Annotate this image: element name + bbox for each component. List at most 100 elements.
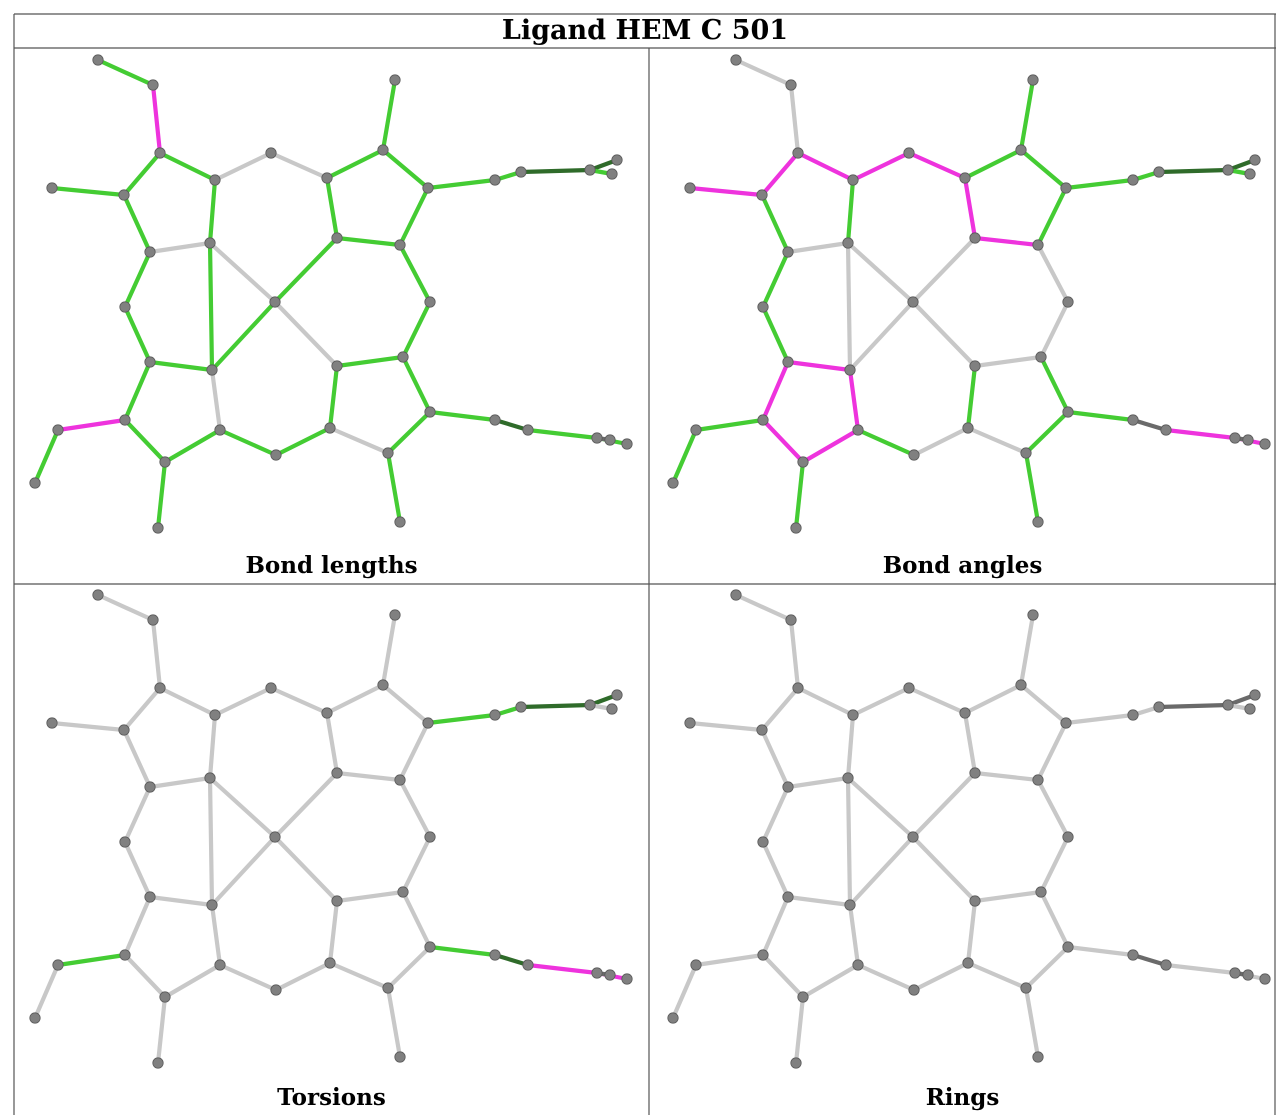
rings-atom	[785, 614, 797, 626]
rings-atom	[730, 589, 742, 601]
torsions-bond	[155, 994, 168, 1066]
bond-angles-atom	[959, 172, 971, 184]
bond-lengths-atom	[152, 522, 164, 534]
torsions-atom	[394, 1051, 406, 1063]
bond-lengths-atom	[606, 168, 618, 180]
rings-bond	[962, 682, 1024, 716]
bond-angles-bond	[972, 235, 1041, 248]
bond-angles-atom	[756, 189, 768, 201]
rings-bond	[1063, 712, 1136, 726]
rings-bond	[845, 775, 916, 840]
rings-atom	[852, 959, 864, 971]
rings-bond	[910, 770, 978, 840]
bond-angles-atom	[1259, 438, 1271, 450]
torsions-atom	[522, 959, 534, 971]
torsions-bond	[334, 889, 406, 904]
torsions-atom	[269, 831, 281, 843]
bond-lengths-bond	[162, 427, 223, 465]
bond-lengths-atom	[377, 144, 389, 156]
bond-lengths-bond	[122, 249, 153, 310]
torsions-bond	[400, 834, 433, 895]
torsions-bond	[207, 712, 218, 781]
bond-lengths-bond	[380, 77, 398, 153]
rings-bond	[785, 775, 851, 790]
rings-molecule-view	[667, 589, 1271, 1069]
rings-bond	[760, 952, 806, 1000]
bond-lengths-bond	[400, 299, 433, 360]
torsions-bond	[273, 960, 333, 993]
bond-angles-atom	[782, 356, 794, 368]
rings-atom	[1259, 973, 1271, 985]
torsions-atom	[144, 891, 156, 903]
bond-lengths-atom	[209, 174, 221, 186]
torsions-atom	[382, 982, 394, 994]
rings-atom	[1153, 701, 1165, 713]
torsions-atom	[52, 959, 64, 971]
torsions-bond	[380, 612, 398, 688]
bond-angles-bond	[1063, 177, 1136, 191]
bond-lengths-bond	[155, 459, 168, 531]
torsions-molecule-view	[29, 589, 633, 1069]
bond-lengths-bond	[121, 192, 153, 255]
rings-bond	[847, 902, 861, 968]
rings-bond	[845, 712, 856, 781]
torsions-atom	[46, 717, 58, 729]
bond-angles-atom	[790, 522, 802, 534]
bond-lengths-bond	[212, 150, 274, 183]
bond-lengths-atom	[489, 414, 501, 426]
bond-angles-bond	[1023, 409, 1071, 456]
torsions-bond	[272, 770, 340, 840]
torsions-bond	[122, 839, 153, 900]
rings-bond	[845, 775, 853, 908]
bond-lengths-atom	[331, 232, 343, 244]
rings-atom	[1062, 831, 1074, 843]
rings-bond	[1156, 702, 1231, 710]
torsions-bond	[207, 775, 215, 908]
torsions-bond	[212, 685, 274, 718]
bond-lengths-bond	[207, 177, 218, 246]
torsions-atom	[377, 679, 389, 691]
torsions-atom	[209, 709, 221, 721]
rings-atom	[782, 781, 794, 793]
bond-lengths-atom	[382, 447, 394, 459]
bond-angles-bond	[788, 82, 801, 156]
rings-atom	[1127, 709, 1139, 721]
rings-atom	[667, 1012, 679, 1024]
torsions-atom	[270, 984, 282, 996]
rings-atom	[903, 682, 915, 694]
bond-angles-bond	[687, 185, 765, 198]
bond-lengths-atom	[604, 434, 616, 446]
rings-bond	[965, 960, 1029, 991]
bond-angles-bond	[670, 427, 699, 486]
bond-angles-bond	[845, 240, 853, 373]
bond-lengths-atom	[584, 164, 596, 176]
bond-angles-bond	[850, 150, 912, 183]
bond-lengths-bond	[121, 150, 163, 198]
torsions-atom	[489, 709, 501, 721]
bond-lengths-bond	[385, 450, 403, 525]
bond-angles-atom	[1222, 164, 1234, 176]
rings-bond	[1038, 834, 1071, 895]
rings-atom	[908, 984, 920, 996]
bond-angles-bond	[760, 304, 791, 365]
torsions-bond	[425, 712, 498, 726]
bond-lengths-atom	[159, 456, 171, 468]
bond-angles-atom	[907, 296, 919, 308]
bond-angles-bond	[962, 175, 978, 241]
rings-bond	[962, 710, 978, 776]
bond-lengths-bond	[334, 235, 403, 248]
bond-angles-atom	[1249, 154, 1261, 166]
bond-lengths-atom	[394, 516, 406, 528]
bond-angles-bond	[795, 150, 856, 183]
torsions-atom	[324, 957, 336, 969]
bond-lengths-atom	[422, 182, 434, 194]
rings-bond	[910, 834, 978, 904]
bond-lengths-bond	[397, 242, 433, 305]
bond-angles-bond	[1038, 299, 1071, 360]
bond-angles-atom	[1060, 182, 1072, 194]
rings-bond	[760, 839, 791, 900]
bond-lengths-atom	[52, 424, 64, 436]
torsions-atom	[397, 886, 409, 898]
torsions-bond	[49, 720, 127, 733]
